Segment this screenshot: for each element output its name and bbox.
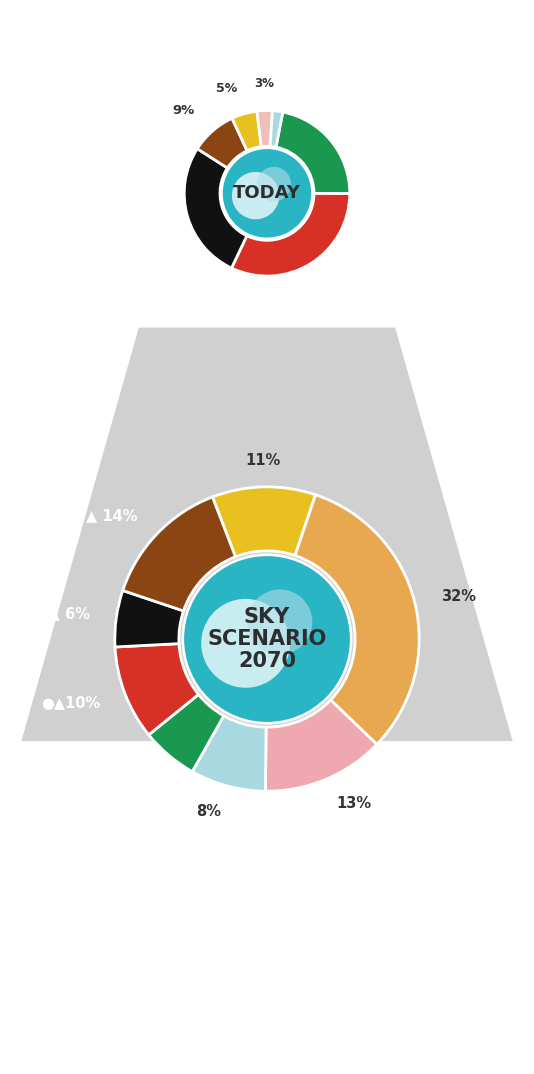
Circle shape — [232, 172, 279, 219]
Circle shape — [201, 599, 290, 687]
Wedge shape — [192, 715, 266, 792]
Text: 3%: 3% — [254, 77, 274, 90]
Wedge shape — [213, 487, 316, 556]
Wedge shape — [149, 695, 224, 771]
Wedge shape — [184, 148, 247, 268]
Circle shape — [222, 148, 312, 238]
Wedge shape — [232, 112, 261, 150]
Wedge shape — [123, 497, 235, 611]
Wedge shape — [265, 700, 377, 792]
Text: 8%: 8% — [195, 804, 221, 819]
Text: ●▲ 6%: ●▲ 6% — [36, 607, 90, 622]
Wedge shape — [257, 111, 272, 147]
Circle shape — [223, 149, 311, 237]
Wedge shape — [276, 112, 350, 193]
Wedge shape — [115, 643, 199, 735]
Circle shape — [182, 553, 352, 725]
Text: SKY
SCENARIO
2070: SKY SCENARIO 2070 — [207, 608, 327, 670]
Text: ●▲10%: ●▲10% — [41, 696, 100, 711]
Text: 32%: 32% — [441, 589, 476, 604]
Circle shape — [256, 166, 291, 202]
Wedge shape — [295, 495, 419, 744]
Text: ∢32%: ∢32% — [325, 279, 368, 292]
Circle shape — [184, 556, 350, 722]
Text: TODAY: TODAY — [233, 185, 301, 202]
Wedge shape — [232, 193, 350, 276]
Text: 6%
●▲: 6% ●▲ — [127, 761, 152, 789]
Wedge shape — [197, 118, 247, 168]
Polygon shape — [21, 328, 513, 741]
Wedge shape — [270, 111, 283, 147]
Text: ▲ 14%: ▲ 14% — [87, 508, 138, 523]
Text: ∢22%: ∢22% — [351, 117, 394, 130]
Text: 5%: 5% — [216, 82, 237, 95]
Text: ∢27%: ∢27% — [119, 217, 162, 230]
Text: 13%: 13% — [336, 797, 372, 812]
Circle shape — [247, 590, 312, 654]
Text: 11%: 11% — [246, 452, 281, 467]
Wedge shape — [115, 591, 184, 647]
Text: 9%: 9% — [172, 104, 195, 117]
